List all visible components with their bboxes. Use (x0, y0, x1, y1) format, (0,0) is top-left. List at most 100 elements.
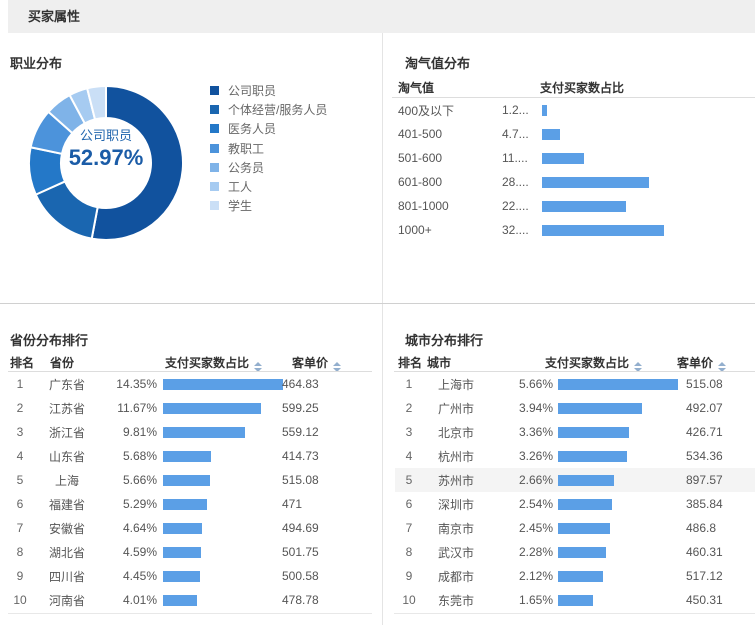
name-cell: 广东省 (48, 377, 85, 392)
share-value-cell: 4.64% (122, 521, 157, 535)
province-table-row: 2 江苏省 11.67% 599.25 (6, 396, 383, 420)
donut-center-category: 公司职员 (79, 128, 132, 143)
city-table-row: 5 苏州市 2.66% 897.57 (395, 468, 755, 492)
sort-icon (634, 362, 643, 372)
legend-swatch (210, 86, 219, 96)
share-bar-cell (553, 402, 681, 414)
donut-slice-7[interactable] (85, 84, 107, 121)
province-share-sort-header[interactable]: 支付买家数占比 (165, 354, 263, 372)
city-name-header: 城市 (427, 356, 452, 370)
share-value-cell: 5.66% (122, 473, 157, 487)
taoqi-header-underline (392, 97, 755, 98)
taoqi-share-value: 11.... (502, 151, 528, 165)
legend-swatch (210, 201, 219, 211)
occupation-donut-chart[interactable] (26, 83, 186, 243)
legend-swatch (210, 143, 219, 153)
city-share-sort-header[interactable]: 支付买家数占比 (545, 354, 643, 372)
taoqi-bar (542, 128, 560, 140)
rank-cell: 1 (405, 377, 413, 391)
rank-cell: 3 (16, 425, 24, 439)
occupation-legend: 公司职员 个体经营/服务人员 医务人员 教职工 公务员 工人 学生 (210, 81, 327, 215)
share-bar (163, 450, 211, 462)
taoqi-row: 801-1000 22.... (383, 194, 755, 218)
share-value-cell: 5.68% (122, 449, 157, 463)
share-bar-cell (157, 498, 282, 510)
taoqi-range-label: 401-500 (398, 127, 443, 141)
province-table-body: 1 广东省 14.35% 464.83 2 江苏省 11.67% 599.25 3 浙江省 9.81… (6, 372, 383, 612)
share-bar-cell (553, 378, 681, 390)
legend-item: 工人 (210, 177, 327, 196)
share-value-cell: 2.66% (518, 473, 553, 487)
taoqi-share-value: 32.... (502, 223, 529, 237)
taoqi-chart-title: 淘气值分布 (405, 56, 471, 71)
price-cell: 534.36 (686, 449, 723, 463)
name-cell: 浙江省 (48, 425, 85, 440)
price-cell: 494.69 (282, 521, 319, 535)
share-bar (163, 402, 261, 414)
province-price-header-label: 客单价 (292, 356, 329, 370)
donut-slice-1[interactable] (90, 84, 185, 241)
share-bar (558, 522, 610, 534)
name-cell: 广州市 (437, 401, 474, 416)
city-table-row: 1 上海市 5.66% 515.08 (395, 372, 755, 396)
price-cell: 385.84 (686, 497, 723, 511)
price-cell: 486.8 (686, 521, 717, 535)
share-bar (558, 426, 630, 438)
city-rank-header: 排名 (398, 356, 423, 370)
legend-item: 公司职员 (210, 81, 327, 100)
rank-cell: 3 (405, 425, 413, 439)
province-table-row: 8 湖北省 4.59% 501.75 (6, 540, 383, 564)
taoqi-row: 601-800 28.... (383, 170, 755, 194)
taoqi-range-column-header: 淘气值 (398, 81, 435, 95)
name-cell: 上海 (54, 473, 79, 488)
name-cell: 河南省 (48, 593, 85, 608)
legend-item: 公务员 (210, 158, 327, 177)
price-cell: 450.31 (686, 593, 723, 607)
city-table-title: 城市分布排行 (405, 333, 484, 348)
city-table-row: 10 东莞市 1.65% 450.31 (395, 588, 755, 612)
taoqi-row: 501-600 11.... (383, 146, 755, 170)
legend-swatch (210, 105, 219, 115)
province-header-underline (8, 371, 372, 372)
share-bar-cell (157, 378, 283, 390)
price-cell: 471 (282, 497, 303, 511)
share-bar (163, 474, 211, 486)
rank-cell: 2 (16, 401, 24, 415)
province-table-row: 1 广东省 14.35% 464.83 (6, 372, 383, 396)
share-bar-cell (553, 522, 681, 534)
share-bar (163, 378, 283, 390)
rank-cell: 5 (405, 473, 413, 487)
legend-label: 医务人员 (228, 122, 277, 137)
taoqi-range-label: 1000+ (398, 223, 432, 237)
taoqi-range-label: 601-800 (398, 175, 443, 189)
rank-cell: 9 (405, 569, 413, 583)
city-table-row: 2 广州市 3.94% 492.07 (395, 396, 755, 420)
province-price-sort-header[interactable]: 客单价 (292, 354, 342, 372)
share-bar-cell (157, 522, 282, 534)
price-cell: 478.78 (282, 593, 319, 607)
share-value-cell: 2.54% (518, 497, 553, 511)
share-value-cell: 11.67% (117, 401, 157, 415)
price-cell: 460.31 (686, 545, 723, 559)
taoqi-share-value: 1.2... (502, 103, 529, 117)
share-bar (558, 498, 612, 510)
legend-label: 工人 (228, 180, 253, 195)
city-price-sort-header[interactable]: 客单价 (677, 354, 727, 372)
sort-icon (333, 362, 342, 372)
share-bar (558, 378, 678, 390)
sort-icon (718, 362, 727, 372)
taoqi-share-value: 4.7... (502, 127, 529, 141)
taoqi-bar (542, 152, 584, 164)
rank-cell: 7 (16, 521, 24, 535)
province-table-title: 省份分布排行 (10, 333, 89, 348)
name-cell: 湖北省 (48, 545, 85, 560)
sort-icon (254, 362, 263, 372)
donut-center-label: 公司职员 52.97% (46, 125, 166, 171)
share-bar-cell (157, 402, 282, 414)
legend-label: 教职工 (228, 141, 265, 156)
rank-cell: 9 (16, 569, 24, 583)
taoqi-range-label: 801-1000 (398, 199, 449, 213)
taoqi-row: 1000+ 32.... (383, 218, 755, 242)
province-table-row: 9 四川省 4.45% 500.58 (6, 564, 383, 588)
city-price-header-label: 客单价 (677, 356, 714, 370)
